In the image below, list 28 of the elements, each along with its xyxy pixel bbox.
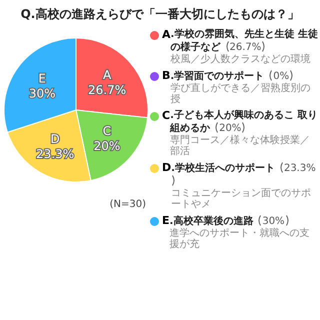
text: 23.3% xyxy=(284,163,316,174)
legend-label: E xyxy=(162,214,170,228)
legend-label: D xyxy=(162,161,172,176)
text: 30% xyxy=(262,216,285,227)
slice-label: C xyxy=(102,124,112,138)
text: (N=30) xyxy=(108,199,147,210)
text: 専門コース／様々な体験授業／部活 xyxy=(170,135,312,157)
data-label: 23.3% xyxy=(36,147,74,162)
slice-label: E xyxy=(38,71,46,86)
text: 校風／少人数クラスなどの環境 xyxy=(170,54,312,65)
legend-label: C xyxy=(162,109,170,123)
text: 学び直しができる／習熟度別の授 xyxy=(170,83,312,105)
chart-title: Q.高校の進路えらびで「一番大切にしたものは？」 xyxy=(20,6,300,23)
slice-label: D xyxy=(50,132,60,146)
text: .高校卒業後の進路 xyxy=(170,216,254,227)
data-label: 20% xyxy=(94,139,120,154)
data-label: 30% xyxy=(28,86,56,100)
text: .学校生活へのサポート xyxy=(171,163,275,174)
slice-label: A xyxy=(102,68,112,82)
text: コミュニケーション面でのサポートやメ xyxy=(171,188,312,210)
text: 26.7% xyxy=(230,42,262,53)
legend-label: A xyxy=(162,28,171,43)
text: 進学へのサポート・就職への支援が充 xyxy=(170,228,311,250)
text: .学習面でのサポート xyxy=(170,71,264,82)
legend-label: B xyxy=(162,69,170,84)
data-label: 26.7% xyxy=(88,83,126,98)
text: 20% xyxy=(219,123,242,134)
text: 0% xyxy=(273,71,290,82)
